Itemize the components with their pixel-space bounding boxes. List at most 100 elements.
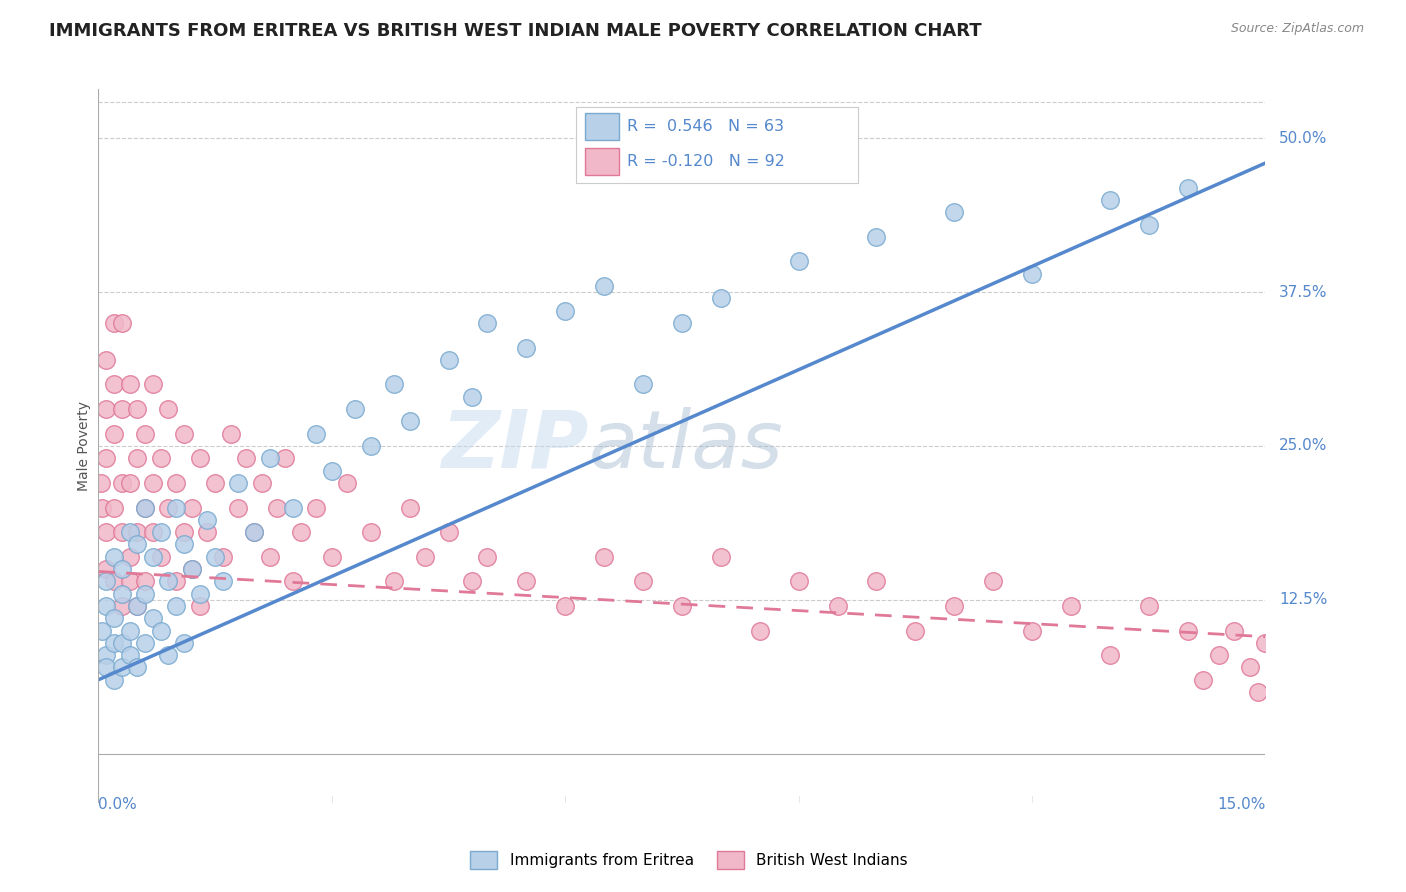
Point: [671, 316, 693, 330]
Text: 0.0%: 0.0%: [98, 797, 138, 812]
Point: [437, 352, 460, 367]
Point: [103, 549, 125, 564]
Point: [111, 587, 134, 601]
Point: [250, 475, 273, 490]
Point: [127, 599, 149, 613]
Point: [188, 587, 211, 601]
Point: [96, 352, 118, 367]
Point: [127, 525, 149, 540]
Point: [204, 475, 226, 490]
Point: [398, 414, 420, 428]
Bar: [585, 148, 619, 175]
Text: IMMIGRANTS FROM ERITREA VS BRITISH WEST INDIAN MALE POVERTY CORRELATION CHART: IMMIGRANTS FROM ERITREA VS BRITISH WEST …: [49, 22, 981, 40]
Point: [243, 525, 266, 540]
Point: [554, 599, 576, 613]
Point: [1098, 648, 1121, 662]
Point: [321, 549, 343, 564]
Point: [142, 525, 165, 540]
Point: [96, 451, 118, 466]
Point: [149, 525, 172, 540]
Point: [103, 673, 125, 687]
Point: [157, 500, 180, 515]
Point: [173, 537, 195, 551]
Point: [142, 377, 165, 392]
Point: [243, 525, 266, 540]
Point: [1285, 698, 1308, 712]
Point: [360, 439, 382, 453]
Point: [1223, 624, 1246, 638]
Point: [173, 525, 195, 540]
Point: [212, 574, 235, 589]
Point: [111, 525, 134, 540]
Point: [1060, 599, 1083, 613]
Point: [157, 402, 180, 417]
Point: [118, 624, 141, 638]
Point: [461, 574, 484, 589]
Point: [188, 599, 211, 613]
Point: [118, 525, 141, 540]
Point: [305, 500, 328, 515]
Text: 37.5%: 37.5%: [1279, 285, 1327, 300]
Point: [281, 500, 304, 515]
Point: [118, 377, 141, 392]
Text: R =  0.546   N = 63: R = 0.546 N = 63: [627, 120, 785, 135]
Point: [477, 549, 499, 564]
Point: [111, 660, 134, 674]
Point: [91, 624, 114, 638]
Text: atlas: atlas: [589, 407, 783, 485]
Point: [195, 525, 218, 540]
Point: [180, 500, 202, 515]
Text: ZIP: ZIP: [441, 407, 589, 485]
Point: [461, 390, 484, 404]
Point: [554, 303, 576, 318]
Point: [219, 426, 242, 441]
Point: [981, 574, 1004, 589]
Point: [290, 525, 312, 540]
Point: [111, 636, 134, 650]
Point: [827, 599, 849, 613]
Point: [1177, 624, 1199, 638]
Y-axis label: Male Poverty: Male Poverty: [77, 401, 91, 491]
Point: [1270, 660, 1292, 674]
Point: [212, 549, 235, 564]
Point: [281, 574, 304, 589]
Bar: [585, 113, 619, 140]
Point: [149, 451, 172, 466]
Point: [157, 574, 180, 589]
Point: [111, 402, 134, 417]
Point: [382, 574, 405, 589]
Point: [1021, 624, 1043, 638]
Point: [865, 574, 887, 589]
Point: [1254, 636, 1277, 650]
Point: [96, 648, 118, 662]
Point: [1246, 685, 1268, 699]
Point: [118, 549, 141, 564]
Point: [228, 475, 250, 490]
Point: [142, 611, 165, 625]
Point: [127, 451, 149, 466]
Point: [413, 549, 436, 564]
Point: [103, 500, 125, 515]
Point: [103, 574, 125, 589]
Point: [103, 636, 125, 650]
Point: [103, 611, 125, 625]
Point: [1239, 660, 1261, 674]
Point: [142, 475, 165, 490]
Point: [195, 513, 218, 527]
Text: 15.0%: 15.0%: [1218, 797, 1265, 812]
Point: [90, 475, 112, 490]
Point: [111, 316, 134, 330]
Point: [943, 205, 966, 219]
Point: [96, 525, 118, 540]
Point: [165, 599, 187, 613]
Point: [103, 316, 125, 330]
Text: R = -0.120   N = 92: R = -0.120 N = 92: [627, 154, 785, 169]
Point: [118, 648, 141, 662]
Point: [142, 549, 165, 564]
Point: [344, 402, 367, 417]
Point: [515, 341, 537, 355]
Point: [787, 574, 810, 589]
Point: [274, 451, 297, 466]
Point: [134, 587, 156, 601]
Point: [904, 624, 927, 638]
